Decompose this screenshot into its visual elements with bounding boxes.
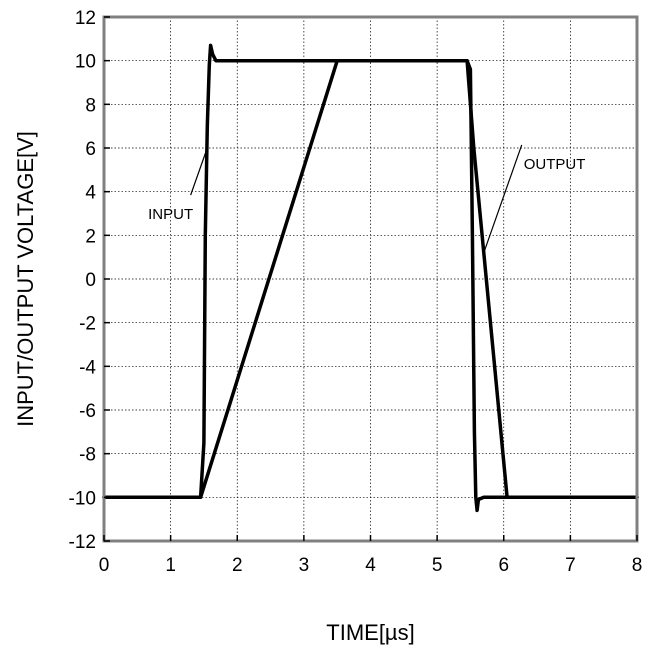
- x-tick-label: 8: [632, 555, 643, 576]
- y-tick-label: 4: [85, 183, 96, 204]
- y-tick-label: -4: [79, 357, 96, 378]
- x-tick-label: 5: [432, 555, 443, 576]
- labels: 0 1 2 3 4 5 6 7 8121086420-2-4-6-8-10-12INPUTOUT…: [69, 8, 643, 576]
- y-tick-label: -2: [79, 314, 96, 335]
- series-line-input: [102, 43, 639, 513]
- y-tick-label: 10: [75, 52, 96, 73]
- x-tick-label: 6: [498, 555, 509, 576]
- y-axis-title: INPUT/OUTPUT VOLTAGE[V]: [13, 131, 38, 427]
- x-tick-label: 2: [232, 555, 243, 576]
- y-tick-label: -6: [79, 401, 96, 422]
- x-tick-label: 3: [299, 555, 310, 576]
- y-tick-label: 8: [85, 95, 96, 116]
- x-tick-label: 7: [565, 555, 576, 576]
- x-tick-label: 4: [365, 555, 376, 576]
- y-tick-label: -8: [79, 445, 96, 466]
- y-tick-label: 6: [85, 139, 96, 160]
- y-tick-label: 12: [75, 8, 96, 29]
- series-line-output: [102, 58, 639, 500]
- x-tick-label: 1: [165, 555, 176, 576]
- annotation-input: INPUT: [148, 206, 193, 223]
- axis-ticks: [103, 16, 638, 542]
- y-tick-label: 0: [85, 270, 96, 291]
- series-layer: [102, 43, 639, 513]
- y-tick-label: -10: [69, 488, 96, 509]
- annotation-output: OUTPUT: [524, 156, 586, 173]
- y-tick-label: 2: [85, 226, 96, 247]
- grid: [104, 17, 637, 541]
- annotation-leader: [483, 144, 523, 253]
- annotation-leaders: [190, 144, 523, 253]
- y-tick-label: -12: [69, 532, 96, 553]
- x-tick-label: 0: [99, 555, 110, 576]
- x-axis-title: TIME[µs]: [326, 620, 414, 645]
- annotation-leader: [190, 147, 208, 196]
